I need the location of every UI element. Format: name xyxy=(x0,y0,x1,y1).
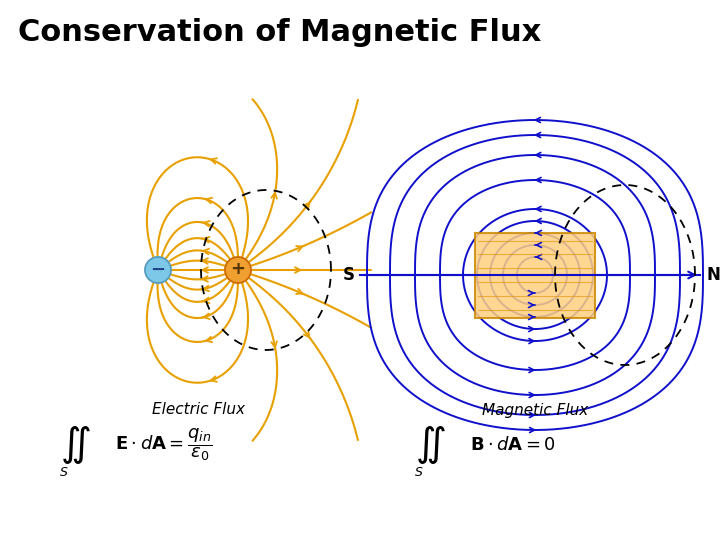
Circle shape xyxy=(145,257,171,283)
Text: $S$: $S$ xyxy=(59,465,69,478)
Text: +: + xyxy=(230,260,246,279)
Text: N: N xyxy=(707,266,720,284)
Text: $\iint$: $\iint$ xyxy=(415,424,446,466)
Circle shape xyxy=(225,257,251,283)
Text: $\mathbf{B}\cdot d\mathbf{A}=0$: $\mathbf{B}\cdot d\mathbf{A}=0$ xyxy=(470,436,556,454)
Text: $\mathbf{E}\cdot d\mathbf{A}=\dfrac{q_{in}}{\varepsilon_0}$: $\mathbf{E}\cdot d\mathbf{A}=\dfrac{q_{i… xyxy=(115,427,213,463)
Text: Conservation of Magnetic Flux: Conservation of Magnetic Flux xyxy=(18,18,541,47)
Text: $S$: $S$ xyxy=(414,465,424,478)
Text: $\iint$: $\iint$ xyxy=(60,424,90,466)
Text: −: − xyxy=(150,260,166,279)
Text: Electric Flux: Electric Flux xyxy=(151,402,245,417)
Bar xyxy=(475,233,595,318)
Text: Magnetic Flux: Magnetic Flux xyxy=(482,402,588,417)
Text: S: S xyxy=(343,266,355,284)
